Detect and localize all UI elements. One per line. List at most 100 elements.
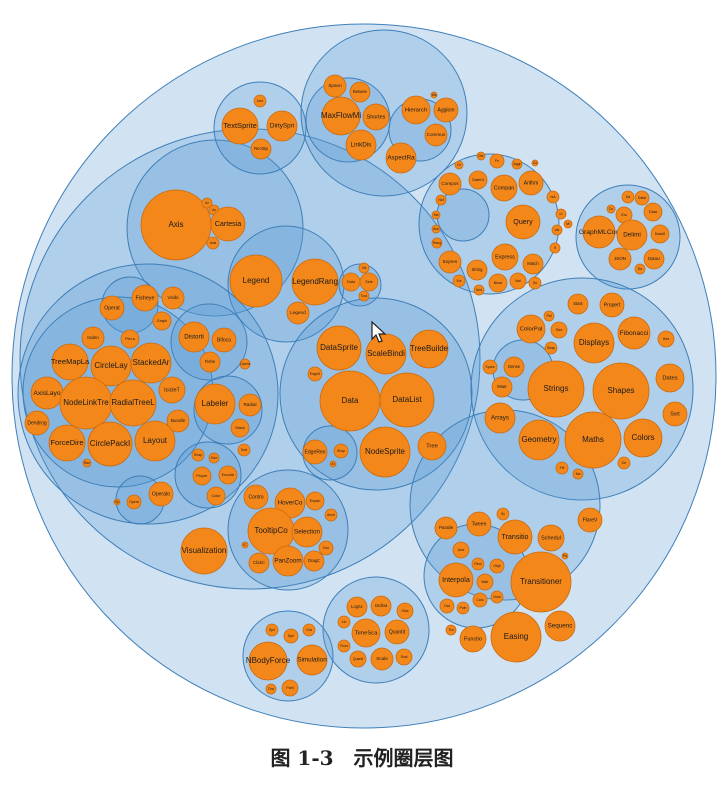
leaf-label-and: And <box>476 288 482 292</box>
leaf-label-vis: Vis <box>362 266 367 270</box>
leaf-node-con <box>318 540 334 556</box>
leaf-node-legend <box>229 254 283 308</box>
leaf-label-arrays: Arrays <box>491 415 509 422</box>
leaf-node-visibi <box>161 286 185 310</box>
leaf-node-quanti <box>349 650 367 668</box>
leaf-label-datau: DataU <box>648 256 660 261</box>
leaf-label-strings: Strings <box>544 384 569 393</box>
leaf-node-compan <box>490 174 518 202</box>
leaf-label-sort2: Sort <box>670 411 680 417</box>
leaf-label-selection: Selection <box>294 529 320 536</box>
leaf-node-timesca <box>351 618 381 648</box>
leaf-label-ida: IDa <box>621 213 627 217</box>
leaf-label-shap3: Shap <box>547 346 555 350</box>
leaf-label-nodesprite: NodeSprite <box>365 447 406 456</box>
leaf-label-shap2: Shap <box>337 449 345 453</box>
leaf-label-interpola: Interpola <box>442 576 470 584</box>
leaf-label-co: Co <box>533 161 538 165</box>
leaf-label-vari: Vari <box>515 279 521 283</box>
leaf-node-size1 <box>208 452 220 464</box>
leaf-label-fibonacci: Fibonacci <box>620 330 649 337</box>
leaf-label-xor: Xor <box>456 279 462 283</box>
leaf-node-lin <box>337 615 351 629</box>
leaf-label-rect: Rect <box>474 562 481 566</box>
leaf-node-opera1 <box>239 358 251 370</box>
leaf-node-datasprite <box>316 325 362 371</box>
leaf-node-datai <box>634 190 650 206</box>
leaf-node-betwee <box>349 81 371 103</box>
leaf-node-ar <box>329 460 337 468</box>
leaf-label-color: Color <box>212 494 222 498</box>
leaf-node-circlepacki <box>87 421 133 467</box>
leaf-node-interpola <box>438 562 474 598</box>
leaf-label-sele: Sele <box>365 280 373 284</box>
leaf-node-tool <box>358 290 370 302</box>
leaf-node-dra <box>265 683 277 695</box>
leaf-label-spri2: Spri <box>288 634 294 638</box>
leaf-label-fisheye: Fisheye <box>135 295 154 301</box>
leaf-label-schedul: Schedul <box>541 535 561 541</box>
leaf-node-transitioner <box>510 551 572 613</box>
leaf-node-quantit <box>384 619 410 645</box>
leaf-label-displays: Displays <box>579 338 609 347</box>
leaf-label-var: Var <box>554 228 560 232</box>
leaf-node-easing <box>490 611 542 663</box>
leaf-node-op <box>113 498 121 506</box>
leaf-label-ave: Ave <box>433 227 439 231</box>
leaf-label-legend: Legend <box>243 276 270 285</box>
leaf-node-hierarch <box>401 95 431 125</box>
leaf-label-dirtyspri: DirtySpri <box>270 123 294 130</box>
leaf-node-num <box>490 590 504 604</box>
leaf-node-dis <box>476 151 486 161</box>
leaf-label-matr: Matr <box>482 580 490 584</box>
leaf-label-hea: Hea <box>663 337 669 341</box>
leaf-node-fibonacci <box>617 316 651 350</box>
leaf-label-piela: PieLa <box>125 337 136 341</box>
leaf-node-forcedire <box>48 424 86 462</box>
leaf-node-fisheye <box>131 284 159 312</box>
leaf-label-axis2: Axis <box>210 241 217 245</box>
leaf-label-expres: Expres <box>443 259 458 264</box>
leaf-label-ax2: Ax <box>212 208 216 212</box>
leaf-label-datasprite: DataSprite <box>320 343 358 352</box>
leaf-label-maxflowmi: MaxFlowMi <box>321 111 362 120</box>
leaf-label-su: Su <box>533 281 537 285</box>
leaf-node-rang <box>431 237 443 249</box>
leaf-node-color <box>206 486 226 506</box>
leaf-node-panzoom <box>272 545 304 577</box>
leaf-label-transitio: Transitio <box>501 533 528 541</box>
leaf-node-query <box>505 204 541 240</box>
leaf-label-dra: Dra <box>268 687 274 691</box>
leaf-label-aggr: Aggr <box>513 162 521 166</box>
leaf-label-scal: Scal <box>401 655 408 659</box>
leaf-node-selection <box>291 516 323 548</box>
leaf-node-datau <box>643 248 665 270</box>
leaf-label-opera2: Opera <box>129 500 139 504</box>
leaf-node-line <box>253 94 267 108</box>
leaf-node-vis <box>358 262 370 274</box>
leaf-node-mi <box>563 219 573 229</box>
leaf-node-spri2 <box>283 628 299 644</box>
leaf-node-rect <box>471 557 485 571</box>
leaf-node-radial <box>238 393 262 417</box>
leaf-label-ma3: Ma <box>576 472 581 476</box>
leaf-label-dat: Dat <box>444 604 449 608</box>
leaf-label-size2: Size <box>556 328 563 332</box>
leaf-label-ordina: Ordina <box>375 603 388 608</box>
leaf-label-cartesia: Cartesia <box>215 220 242 228</box>
leaf-label-stack: Stack <box>235 426 245 430</box>
leaf-label-fn: Fn <box>495 159 499 163</box>
leaf-label-line: Line <box>257 99 264 103</box>
leaf-node-ic <box>241 541 249 549</box>
leaf-node-dateut <box>468 170 488 190</box>
leaf-node-tree <box>417 431 447 461</box>
leaf-label-dense: Dense <box>508 364 521 369</box>
leaf-node-nbodyforce <box>248 641 288 681</box>
leaf-node-transitio <box>497 519 533 555</box>
leaf-label-delimi: Delimi <box>623 232 641 239</box>
leaf-label-distorti: Distorti <box>184 334 204 341</box>
leaf-label-if: If <box>554 246 556 250</box>
leaf-label-dates: Dates <box>662 376 677 382</box>
leaf-label-string: String <box>472 267 484 272</box>
leaf-label-edgeren: EdgeRen <box>305 449 326 455</box>
